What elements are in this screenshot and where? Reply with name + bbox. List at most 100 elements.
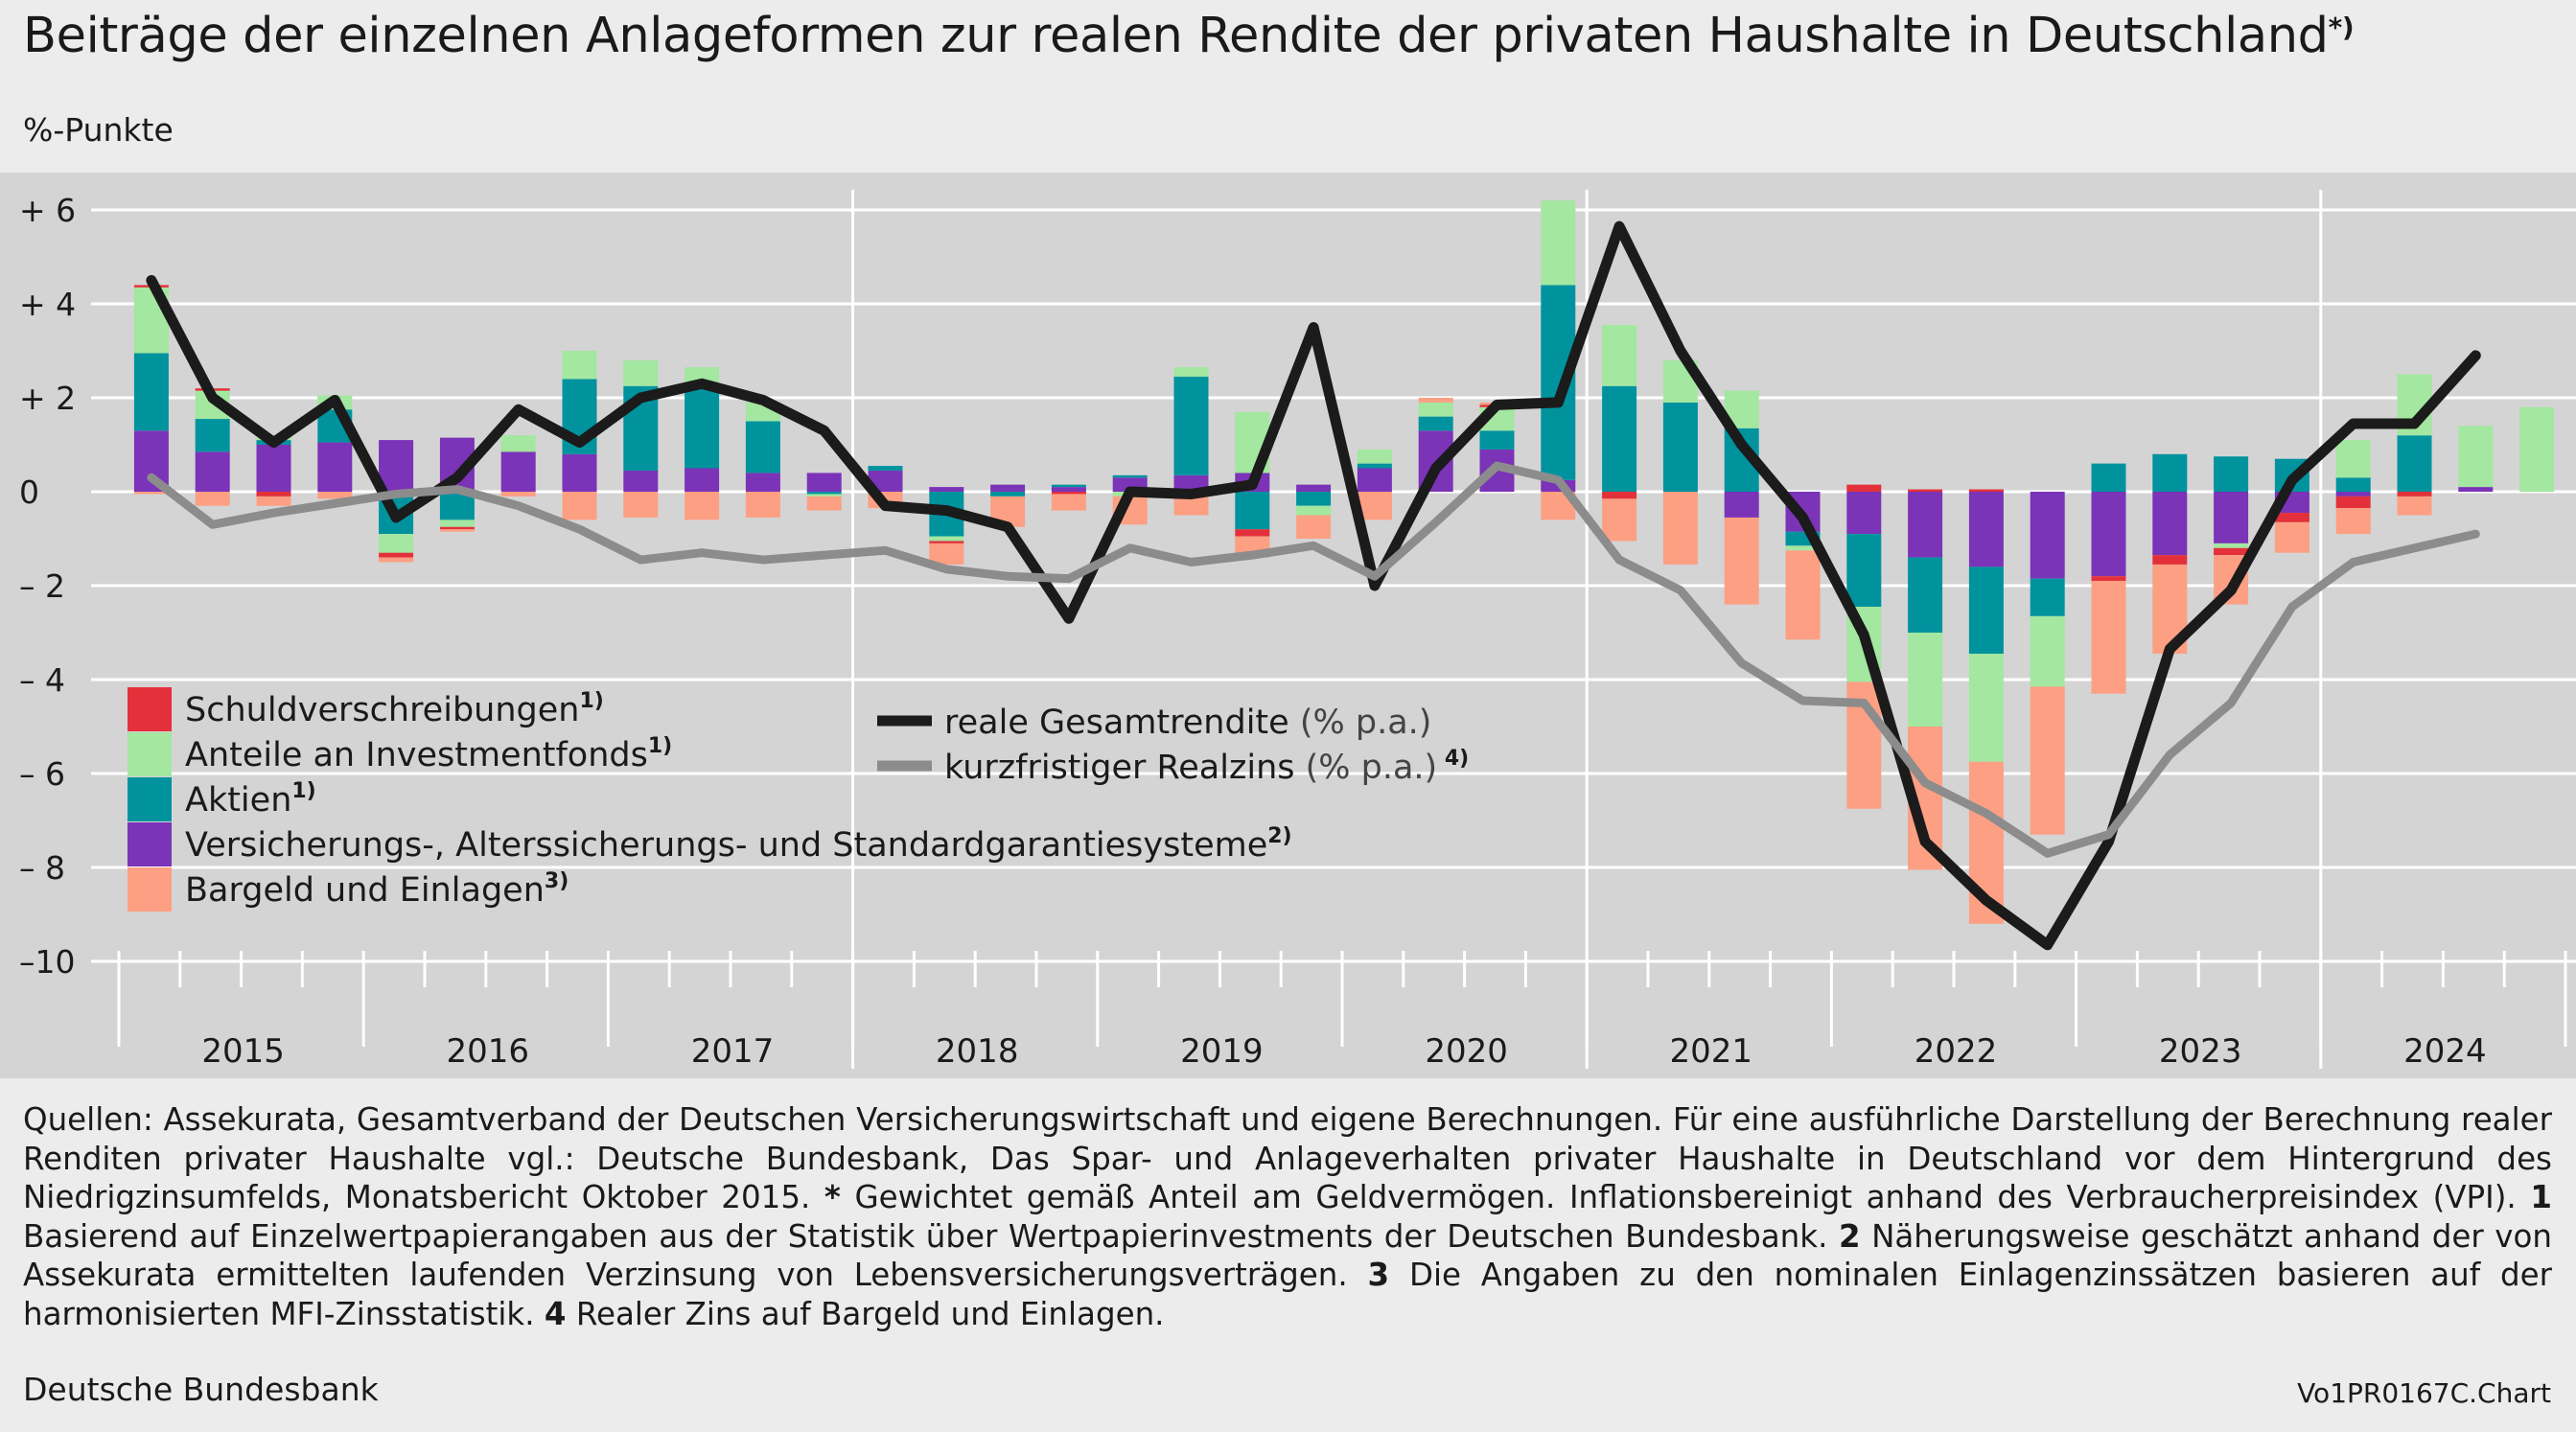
bar-fonds — [2214, 543, 2249, 548]
bar-aktien — [1112, 474, 1148, 478]
x-tick-label: 2016 — [447, 1032, 530, 1071]
bar-aktien — [2214, 456, 2249, 492]
legend-label-vers: Versicherungs-, Alterssicherungs- und St… — [185, 824, 1292, 865]
bar-vers — [1846, 492, 1882, 535]
x-tick-label: 2020 — [1425, 1032, 1508, 1071]
bar-aktien — [1235, 492, 1270, 530]
bar-vers — [1724, 492, 1759, 518]
bar-fonds — [806, 494, 842, 497]
bar-fonds — [1908, 633, 1943, 727]
bar-fonds — [439, 520, 475, 527]
x-tick-label: 2024 — [2403, 1032, 2487, 1071]
bar-vers — [195, 451, 230, 492]
bar-bargeld — [379, 557, 414, 563]
bar-fonds — [929, 536, 964, 542]
legend-note: 1) — [291, 779, 315, 803]
line-realzins — [147, 461, 2480, 858]
y-tick-label: – 8 — [19, 849, 65, 887]
bar-aktien — [868, 466, 903, 471]
legend-note: 4) — [1437, 747, 1469, 771]
legend-swatch-vers — [128, 822, 172, 866]
bar-vers — [623, 470, 659, 492]
bar-fonds — [1785, 545, 1821, 551]
unit-label: %-Punkte — [23, 111, 174, 149]
legend-label-realzins: kurzfristiger Realzins (% p.a.) 4) — [944, 747, 1469, 787]
bar-aktien — [1173, 376, 1209, 475]
bar-vers — [379, 440, 414, 492]
y-tick-label: + 2 — [19, 380, 76, 417]
x-tick-label: 2019 — [1180, 1032, 1264, 1071]
bar-aktien — [1051, 484, 1086, 488]
legend-swatch-fonds — [128, 732, 172, 776]
bar-bargeld — [500, 492, 536, 497]
legend-note: 1) — [579, 689, 603, 713]
bar-aktien — [1296, 492, 1332, 506]
chart-code: Vo1PR0167C.Chart — [2297, 1377, 2551, 1409]
bar-fonds — [379, 534, 414, 553]
bar-bargeld — [1785, 550, 1821, 640]
legend-label-schuld: Schuldverschreibungen1) — [185, 689, 604, 729]
bar-aktien — [1908, 557, 1943, 633]
x-tick-label: 2015 — [201, 1032, 285, 1071]
bar-schuld — [1051, 492, 1086, 495]
bar-bargeld — [2274, 521, 2309, 553]
bar-schuld — [929, 541, 964, 543]
bar-fonds — [562, 351, 597, 380]
legend-note: 1) — [648, 734, 672, 758]
y-tick-label: – 4 — [19, 661, 65, 699]
bar-schuld — [2214, 547, 2249, 556]
bar-schuld — [439, 526, 475, 530]
bar-aktien — [1968, 566, 2004, 655]
bar-bargeld — [929, 543, 964, 565]
bar-vers — [745, 473, 780, 492]
plot-background — [0, 173, 2576, 1078]
bar-vers — [806, 473, 842, 492]
bar-fonds — [2458, 426, 2494, 488]
chart-area: + 6 + 4 + 2 0 – 2 – 4 – 6 – 8 –10 2015 2016 2017 201… — [0, 173, 2576, 1078]
legend: Schuldverschreibungen1) Anteile an Invest… — [128, 687, 1469, 912]
bar-bargeld — [133, 492, 169, 495]
bar-bargeld — [439, 529, 475, 532]
y-tick-label: 0 — [19, 473, 39, 511]
bar-bargeld — [1724, 517, 1759, 605]
legend-note: 2) — [1267, 824, 1291, 848]
source-label: Deutsche Bundesbank — [23, 1371, 379, 1408]
x-tick-label: 2018 — [936, 1032, 1019, 1071]
bar-aktien — [745, 421, 780, 473]
bar-bargeld — [2030, 686, 2065, 835]
bar-vers — [1051, 487, 1086, 492]
bar-aktien — [1846, 534, 1882, 608]
legend-unit: (% p.a.) — [1300, 704, 1432, 742]
bar-fonds — [1173, 367, 1209, 377]
bar-bargeld — [806, 496, 842, 511]
bar-vers — [2030, 492, 2065, 579]
bar-fonds — [500, 435, 536, 452]
bar-schuld — [2274, 513, 2309, 522]
bar-aktien — [2091, 463, 2126, 492]
bar-vers — [317, 442, 353, 492]
bar-fonds — [1541, 200, 1576, 286]
bar-vers — [929, 487, 964, 492]
bar-fonds — [1602, 325, 1637, 386]
bar-vers — [2214, 492, 2249, 543]
x-tick-label: 2022 — [1915, 1032, 1998, 1071]
bar-schuld — [2397, 492, 2432, 497]
bar-aktien — [2030, 578, 2065, 616]
bar-vers — [685, 468, 720, 492]
chart-title: Beiträge der einzelnen Anlageformen zur … — [23, 8, 2355, 64]
bar-schuld — [256, 492, 291, 497]
bar-schuld — [1968, 489, 2004, 492]
bar-bargeld — [2091, 581, 2126, 694]
bar-bargeld — [1296, 515, 1332, 539]
bar-vers — [1908, 492, 1943, 558]
bar-schuld — [1908, 489, 1943, 492]
x-tick-label: 2021 — [1670, 1032, 1753, 1071]
y-tick-label: – 6 — [19, 755, 65, 793]
y-tick-label: – 2 — [19, 567, 65, 605]
bar-vers — [500, 451, 536, 492]
legend-unit: (% p.a.) — [1306, 749, 1438, 787]
line-gesamt — [146, 220, 2481, 951]
legend-note: 3) — [545, 869, 569, 893]
bar-bargeld — [685, 492, 720, 520]
bar-bargeld — [745, 492, 780, 518]
